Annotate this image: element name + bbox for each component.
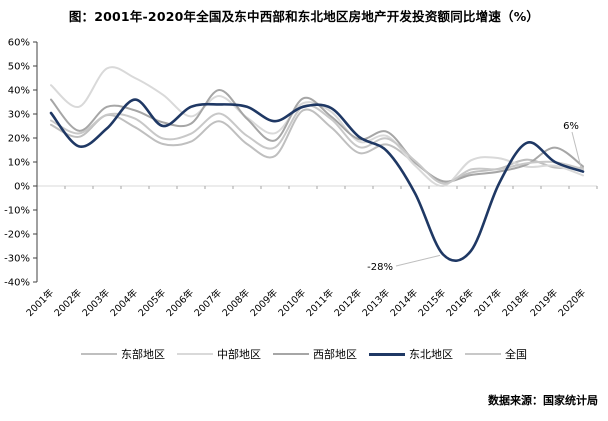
x-axis-label: 2020年 — [556, 286, 589, 319]
x-axis-label: 2010年 — [276, 286, 309, 319]
legend-label: 东部地区 — [121, 348, 165, 361]
legend-swatch-east — [81, 353, 117, 355]
y-axis-label: 60% — [8, 38, 30, 49]
y-axis-label: 0% — [14, 182, 30, 193]
chart-title: 图：2001年-2020年全国及东中西部和东北地区房地产开发投资额同比增速（%） — [68, 9, 540, 24]
source-note: 数据来源：国家统计局 — [488, 394, 598, 407]
annotation-label: -28% — [367, 262, 393, 273]
y-axis-label: -40% — [4, 278, 30, 289]
y-axis-label: -30% — [4, 254, 30, 265]
y-axis-label: 20% — [8, 134, 30, 145]
y-axis-label: 50% — [8, 62, 30, 73]
legend-item-west: 西部地区 — [273, 346, 357, 362]
x-axis-label: 2003年 — [80, 286, 113, 319]
legend-item-northeast: 东北地区 — [369, 346, 453, 362]
x-axis-label: 2001年 — [24, 286, 57, 319]
y-axis-label: 40% — [8, 86, 30, 97]
legend-item-national: 全国 — [465, 346, 527, 362]
legend-item-east: 东部地区 — [81, 346, 165, 362]
series-line-northeast — [49, 98, 585, 262]
x-axis-label: 2015年 — [416, 286, 449, 319]
x-axis-label: 2019年 — [528, 286, 561, 319]
x-axis-label: 2016年 — [444, 286, 477, 319]
legend-swatch-northeast — [369, 352, 405, 356]
x-axis-label: 2018年 — [500, 286, 533, 319]
legend-label: 东北地区 — [409, 348, 453, 361]
x-axis-label: 2014年 — [388, 286, 421, 319]
x-axis-label: 2007年 — [192, 286, 225, 319]
y-axis-label: -20% — [4, 230, 30, 241]
annotation-leader-line — [395, 254, 441, 267]
x-axis-label: 2005年 — [136, 286, 169, 319]
series-line-national — [50, 104, 584, 185]
x-axis-label: 2017年 — [472, 286, 505, 319]
series-line-west — [50, 89, 584, 183]
x-axis-label: 2008年 — [220, 286, 253, 319]
y-axis-label: 30% — [8, 110, 30, 121]
y-axis-label: -10% — [4, 206, 30, 217]
chart-legend: 东部地区 中部地区 西部地区 东北地区 全国 — [0, 346, 608, 362]
x-axis-label: 2012年 — [332, 286, 365, 319]
x-axis-label: 2013年 — [360, 286, 393, 319]
annotation-label: 6% — [563, 121, 579, 132]
x-axis-label: 2004年 — [108, 286, 141, 319]
legend-swatch-west — [273, 353, 309, 355]
legend-label: 西部地区 — [313, 348, 357, 361]
legend-swatch-central — [177, 353, 213, 355]
annotation-leader-line — [571, 131, 582, 168]
x-axis-label: 2011年 — [304, 286, 337, 319]
x-axis-label: 2009年 — [248, 286, 281, 319]
legend-label: 全国 — [505, 348, 527, 361]
legend-label: 中部地区 — [217, 348, 261, 361]
y-axis-label: 10% — [8, 158, 30, 169]
legend-item-central: 中部地区 — [177, 346, 261, 362]
x-axis-label: 2002年 — [52, 286, 85, 319]
x-axis-label: 2006年 — [164, 286, 197, 319]
legend-swatch-national — [465, 353, 501, 355]
